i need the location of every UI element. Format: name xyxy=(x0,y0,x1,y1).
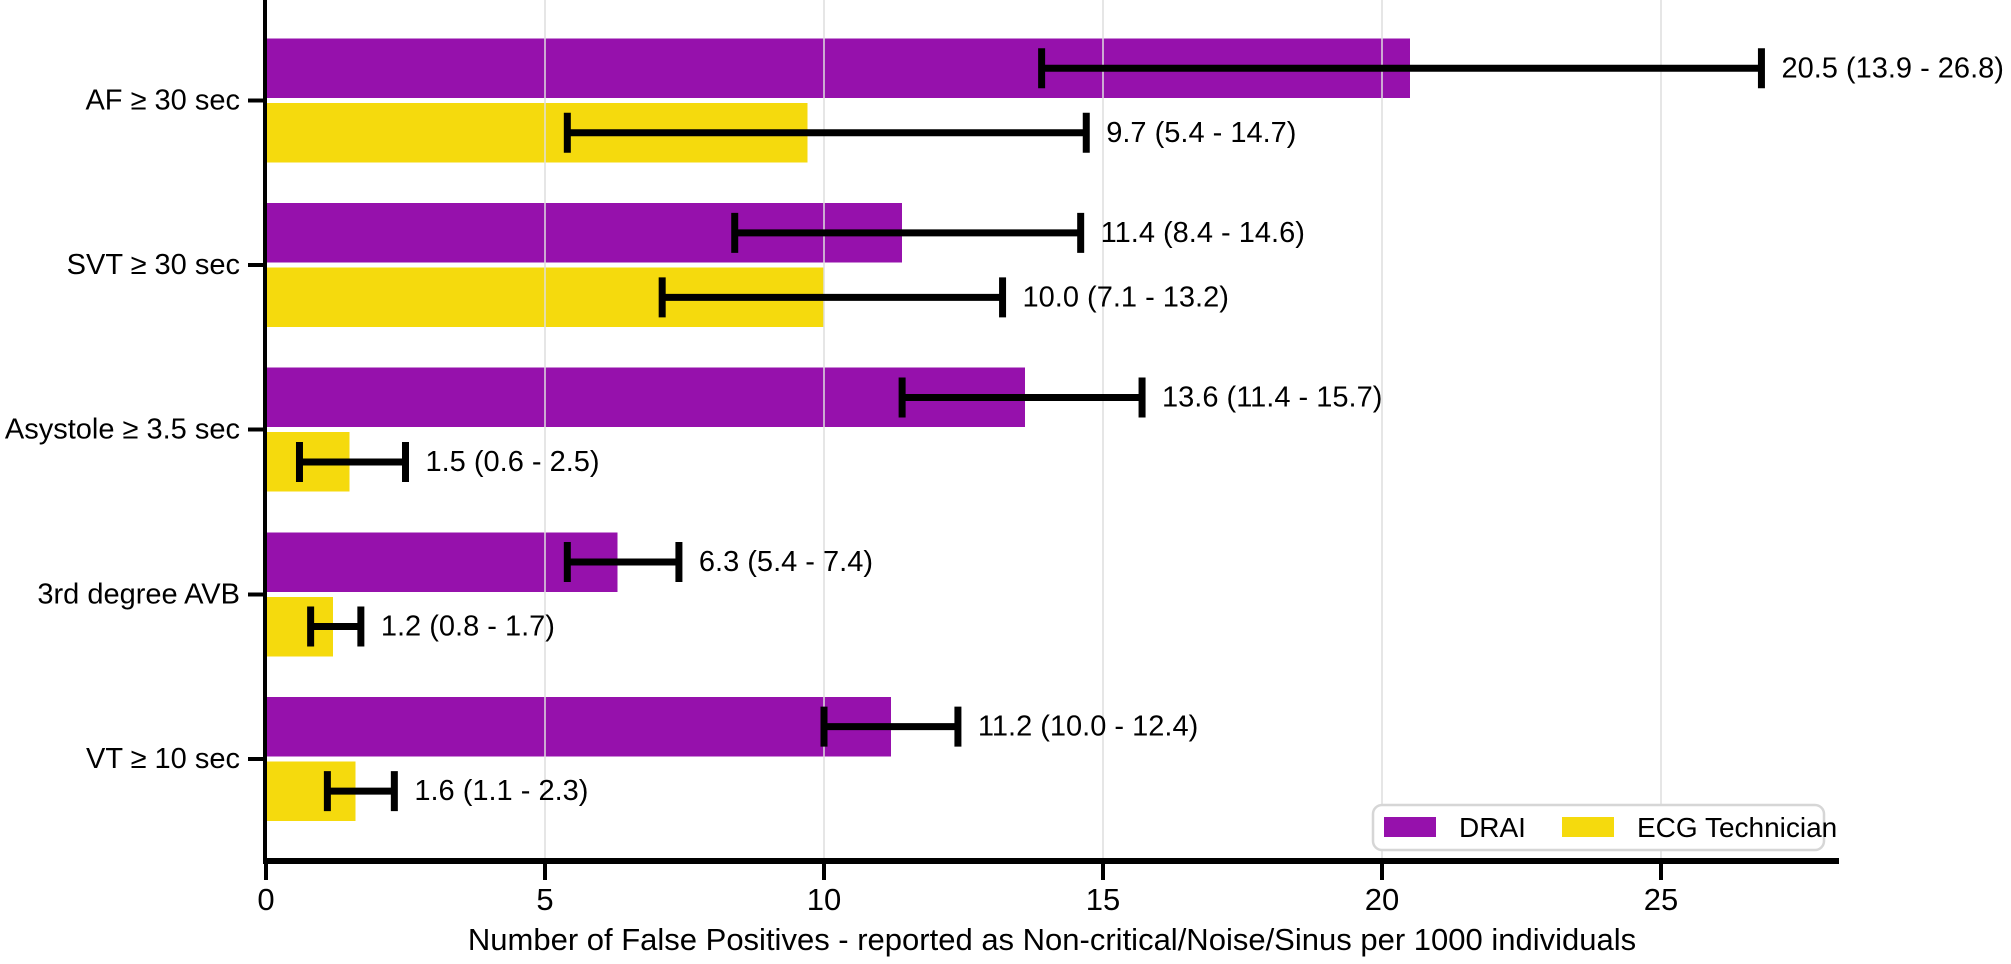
category-labels-layer: AF ≥ 30 sec SVT ≥ 30 sec Asystole ≥ 3.5 se… xyxy=(5,85,240,775)
value-label-ecg-technician-1: 10.0 (7.1 - 13.2) xyxy=(1023,281,1229,313)
value-label-drai-0: 20.5 (13.9 - 26.8) xyxy=(1781,52,2003,84)
value-label-drai-2: 13.6 (11.4 - 15.7) xyxy=(1162,381,1382,413)
y-tick-4 xyxy=(248,756,263,761)
x-tick-10 xyxy=(822,864,826,880)
category-label-4: VT ≥ 10 sec xyxy=(86,743,240,775)
legend-label-drai: DRAI xyxy=(1459,812,1526,843)
value-labels-layer: 20.5 (13.9 - 26.8) 11.4 (8.4 - 14.6) 13.6 … xyxy=(381,52,2004,807)
x-tick-label-20: 20 xyxy=(1365,882,1399,917)
x-tick-label-0: 0 xyxy=(257,882,274,917)
x-tick-25 xyxy=(1659,864,1663,880)
value-label-drai-4: 11.2 (10.0 - 12.4) xyxy=(978,711,1198,743)
drai-legend-swatch-icon xyxy=(1384,817,1436,837)
ecg-technician-legend-swatch-icon xyxy=(1562,817,1614,837)
x-tick-label-10: 10 xyxy=(807,882,841,917)
y-tick-3 xyxy=(248,592,263,597)
x-tick-15 xyxy=(1101,864,1105,880)
value-label-ecg-technician-3: 1.2 (0.8 - 1.7) xyxy=(381,611,555,643)
legend-label-ecg-technician: ECG Technician xyxy=(1637,812,1837,843)
category-label-0: AF ≥ 30 sec xyxy=(85,85,240,117)
axes-layer xyxy=(263,0,1839,864)
bars-layer xyxy=(267,38,1410,821)
x-tick-label-15: 15 xyxy=(1086,882,1120,917)
y-axis-spine xyxy=(263,0,267,864)
value-label-drai-1: 11.4 (8.4 - 14.6) xyxy=(1101,217,1305,249)
x-tick-0 xyxy=(264,864,268,880)
x-tick-label-25: 25 xyxy=(1644,882,1678,917)
y-tick-1 xyxy=(248,263,263,268)
y-tick-0 xyxy=(248,98,263,103)
x-tick-label-5: 5 xyxy=(536,882,553,917)
x-axis-spine xyxy=(263,858,1839,864)
bar-drai-4 xyxy=(267,696,891,757)
category-label-2: Asystole ≥ 3.5 sec xyxy=(5,414,240,446)
value-label-ecg-technician-0: 9.7 (5.4 - 14.7) xyxy=(1106,117,1296,149)
category-label-3: 3rd degree AVB xyxy=(37,578,240,610)
value-label-drai-3: 6.3 (5.4 - 7.4) xyxy=(699,546,873,578)
x-tick-5 xyxy=(543,864,547,880)
bar-drai-2 xyxy=(267,367,1025,428)
bar-drai-3 xyxy=(267,532,618,592)
legend: DRAI ECG Technician xyxy=(1371,803,1837,852)
tick-marks-layer xyxy=(248,98,1663,880)
category-label-1: SVT ≥ 30 sec xyxy=(67,249,240,281)
x-tick-labels-layer: 0 5 10 15 20 25 xyxy=(257,882,1678,917)
error-bars-layer xyxy=(295,48,1765,812)
x-axis-title: Number of False Positives - reported as … xyxy=(468,922,1636,957)
value-label-ecg-technician-2: 1.5 (0.6 - 2.5) xyxy=(426,446,600,478)
value-label-ecg-technician-4: 1.6 (1.1 - 2.3) xyxy=(414,775,588,807)
y-tick-2 xyxy=(248,427,263,432)
x-tick-20 xyxy=(1380,864,1384,880)
